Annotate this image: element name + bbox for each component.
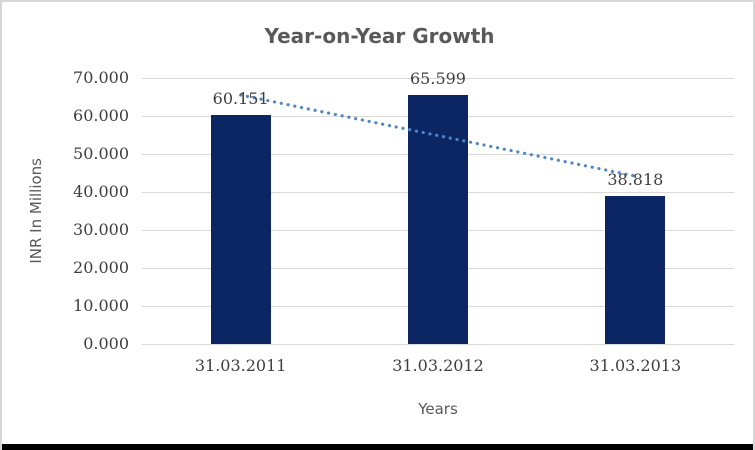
y-tick-label: 20.000: [73, 258, 129, 277]
y-tick-label: 60.000: [73, 106, 129, 125]
y-axis-title-text: INR In Millions: [27, 158, 45, 264]
x-tick-label: 31.03.2011: [194, 356, 287, 375]
x-axis-title: Years: [418, 400, 458, 418]
data-label: 38.818: [607, 170, 664, 190]
trendline: [239, 93, 637, 178]
y-tick-label: 70.000: [73, 68, 129, 87]
bar: [605, 196, 666, 344]
bottom-edge-strip: [2, 444, 753, 450]
y-tick-label: 40.000: [73, 182, 129, 201]
y-tick-label: 50.000: [73, 144, 129, 163]
x-tick-label: 31.03.2012: [392, 356, 484, 375]
x-tick-label: 31.03.2013: [589, 356, 682, 375]
gridline: [142, 77, 734, 79]
y-tick-label: 10.000: [73, 296, 129, 315]
data-label: 60.151: [212, 89, 269, 109]
y-tick-label: 30.000: [73, 220, 129, 239]
trendline-path: [239, 93, 637, 178]
y-tick-label: 0.000: [83, 334, 129, 353]
gridline: [142, 343, 734, 345]
data-label: 65.599: [410, 68, 466, 88]
bar: [210, 115, 271, 344]
chart-title: Year-on-Year Growth: [264, 24, 495, 48]
